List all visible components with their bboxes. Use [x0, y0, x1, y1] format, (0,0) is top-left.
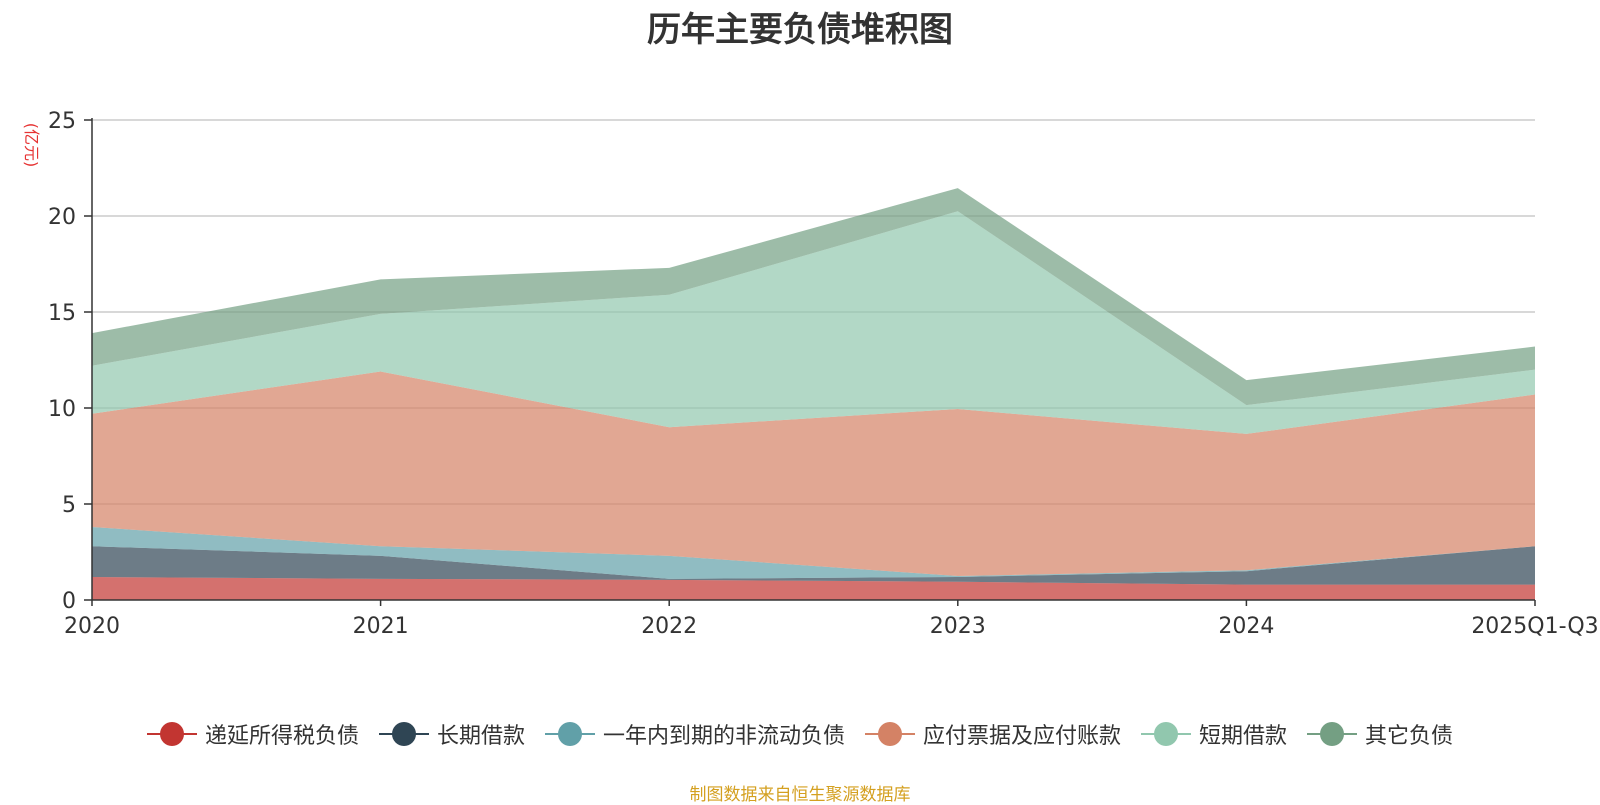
legend-item[interactable]: 递延所得税负债 — [146, 718, 359, 750]
area-长期借款 — [92, 546, 1535, 585]
area-递延所得税负债 — [92, 576, 1535, 600]
legend-marker-dot — [1154, 722, 1179, 746]
y-tick-label: 15 — [48, 301, 76, 326]
y-axis-unit-label: (亿元) — [22, 123, 41, 168]
y-tick-label: 20 — [48, 205, 76, 230]
area-应付票据及应付账款 — [92, 371, 1535, 576]
x-tick-label: 2025Q1-Q3 — [1471, 614, 1598, 639]
area-一年内到期的非流动负债 — [92, 527, 1535, 579]
legend-item[interactable]: 一年内到期的非流动负债 — [544, 718, 845, 750]
legend-marker-dot — [159, 722, 184, 746]
stacked-areas — [92, 188, 1535, 600]
area-其它负债 — [92, 188, 1535, 406]
x-tick-label: 2024 — [1218, 614, 1274, 639]
legend-label: 一年内到期的非流动负债 — [602, 724, 845, 749]
legend-marker-dot — [1320, 722, 1345, 746]
x-tick-label: 2023 — [930, 614, 986, 639]
legend-label: 长期借款 — [436, 724, 525, 749]
legend-item[interactable]: 长期借款 — [378, 718, 525, 750]
legend-marker-dot — [878, 722, 902, 746]
y-tick-label: 0 — [62, 589, 76, 614]
legend-item[interactable]: 短期借款 — [1141, 718, 1287, 750]
tick-labels: 0 5 10 15 20 25 2020 2021 2022 2023 2024 2025Q1-Q3 (… — [22, 109, 1599, 639]
legend-marker-dot — [557, 722, 582, 746]
legend: 递延所得税负债 长期借款 一年内到期的非流动负债 应付票据及应付账款 短期借款 其它负债 — [0, 718, 1600, 750]
legend-marker-icon — [378, 721, 429, 747]
legend-label: 递延所得税负债 — [204, 724, 359, 749]
y-tick-label: 10 — [48, 397, 76, 422]
axes — [84, 118, 1536, 606]
area-短期借款 — [92, 211, 1535, 434]
legend-marker-icon — [1141, 721, 1192, 747]
legend-item[interactable]: 其它负债 — [1307, 718, 1453, 750]
x-tick-label: 2022 — [641, 614, 697, 639]
legend-label: 短期借款 — [1199, 724, 1288, 749]
legend-marker-icon — [544, 721, 595, 747]
x-tick-label: 2020 — [64, 614, 120, 639]
legend-marker-icon — [865, 721, 915, 747]
legend-item[interactable]: 应付票据及应付账款 — [865, 718, 1121, 750]
legend-label: 其它负债 — [1365, 724, 1454, 749]
y-tick-label: 5 — [62, 493, 76, 518]
chart-title: 历年主要负债堆积图 — [647, 10, 953, 50]
x-tick-label: 2021 — [353, 614, 409, 639]
legend-marker-icon — [1307, 721, 1358, 747]
data-source-note: 制图数据来自恒生聚源数据库 — [689, 785, 911, 805]
legend-marker-icon — [146, 721, 197, 747]
legend-label: 应付票据及应付账款 — [923, 724, 1122, 749]
y-tick-label: 25 — [48, 109, 76, 134]
legend-marker-dot — [391, 722, 416, 746]
